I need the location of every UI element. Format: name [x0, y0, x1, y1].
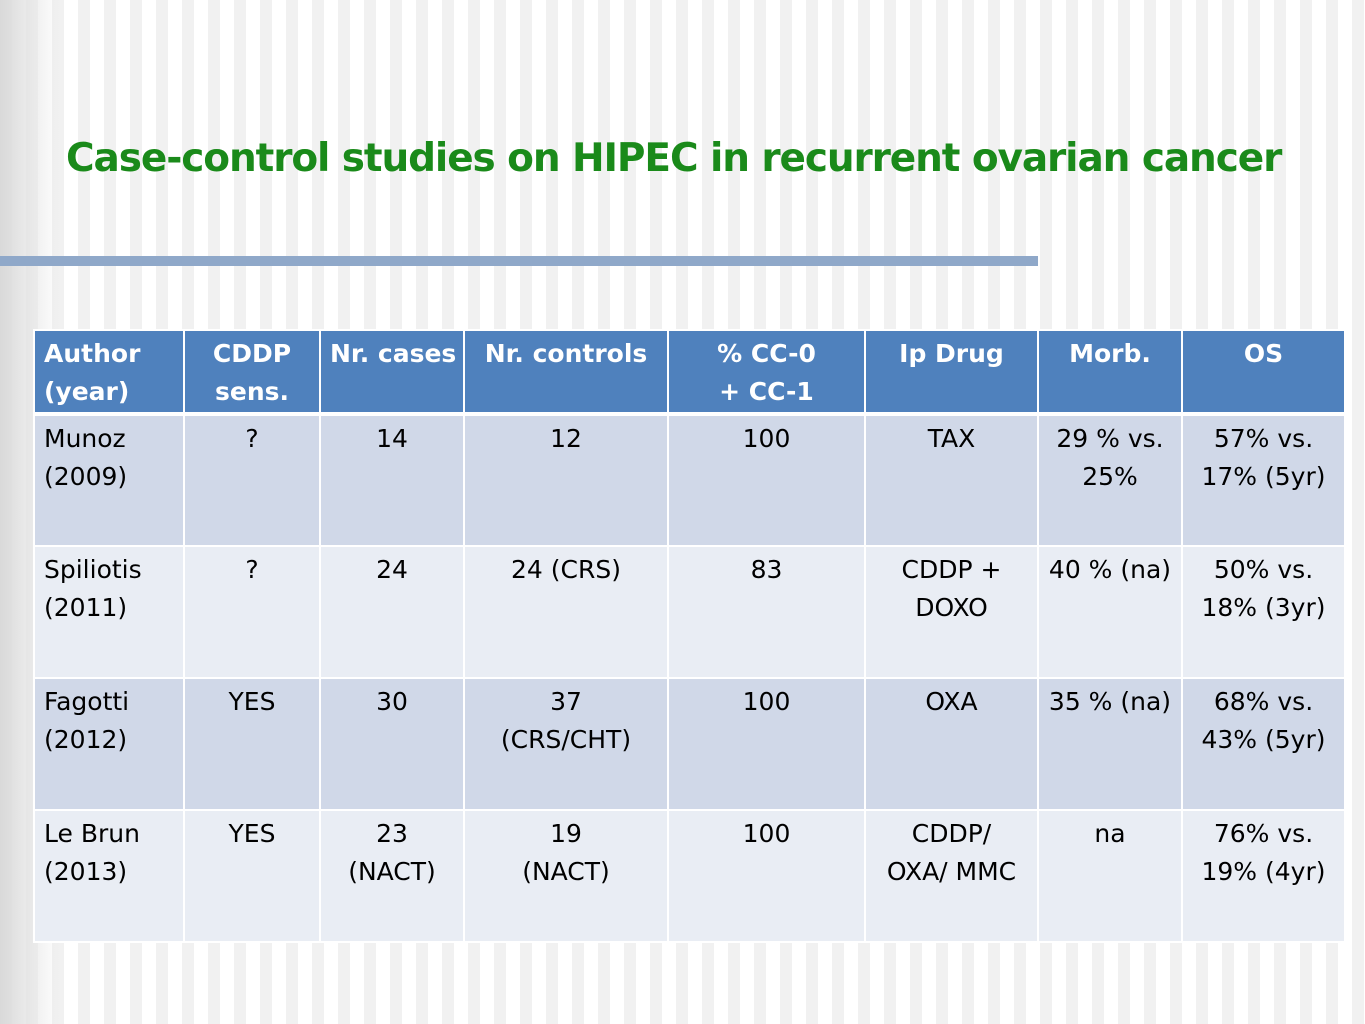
header-os: OS	[1181, 329, 1346, 416]
cell-os: 57% vs. 17% (5yr)	[1181, 413, 1346, 547]
cell-morb: 40 % (na)	[1037, 545, 1183, 679]
cell-cc: 100	[667, 677, 866, 811]
header-cc: % CC-0 + CC-1	[667, 329, 866, 416]
cell-nr-controls: 24 (CRS)	[463, 545, 669, 679]
cell-cddp-sens: ?	[183, 413, 321, 547]
cell-author: Le Brun (2013)	[33, 809, 185, 943]
cell-cc: 83	[667, 545, 866, 679]
cell-os: 68% vs. 43% (5yr)	[1181, 677, 1346, 811]
cell-morb: 35 % (na)	[1037, 677, 1183, 811]
table-row: Spiliotis (2011) ? 24 24 (CRS) 83 CDDP +…	[33, 545, 1346, 679]
cell-morb: 29 % vs. 25%	[1037, 413, 1183, 547]
table-row: Munoz (2009) ? 14 12 100 TAX 29 % vs. 25…	[33, 413, 1346, 547]
cell-cc: 100	[667, 413, 866, 547]
cell-nr-controls: 19 (NACT)	[463, 809, 669, 943]
cell-nr-controls: 37 (CRS/CHT)	[463, 677, 669, 811]
cell-author: Spiliotis (2011)	[33, 545, 185, 679]
title-divider	[0, 256, 1038, 266]
cell-os: 50% vs. 18% (3yr)	[1181, 545, 1346, 679]
cell-ip-drug: OXA	[864, 677, 1039, 811]
cell-nr-cases: 23 (NACT)	[319, 809, 465, 943]
cell-cc: 100	[667, 809, 866, 943]
table-row: Fagotti (2012) YES 30 37 (CRS/CHT) 100 O…	[33, 677, 1346, 811]
cell-author: Munoz (2009)	[33, 413, 185, 547]
table-header-row: Author (year) CDDP sens. Nr. cases Nr. c…	[33, 329, 1346, 416]
cell-nr-controls: 12	[463, 413, 669, 547]
header-ip-drug: Ip Drug	[864, 329, 1039, 416]
table-row: Le Brun (2013) YES 23 (NACT) 19 (NACT) 1…	[33, 809, 1346, 943]
header-nr-controls: Nr. controls	[463, 329, 669, 416]
cell-ip-drug: CDDP/ OXA/ MMC	[864, 809, 1039, 943]
cell-nr-cases: 30	[319, 677, 465, 811]
studies-table: Author (year) CDDP sens. Nr. cases Nr. c…	[33, 329, 1346, 943]
header-morb: Morb.	[1037, 329, 1183, 416]
cell-morb: na	[1037, 809, 1183, 943]
cell-cddp-sens: ?	[183, 545, 321, 679]
slide-title: Case-control studies on HIPEC in recurre…	[66, 136, 1282, 181]
header-nr-cases: Nr. cases	[319, 329, 465, 416]
cell-cddp-sens: YES	[183, 677, 321, 811]
header-cddp-sens: CDDP sens.	[183, 329, 321, 416]
cell-ip-drug: TAX	[864, 413, 1039, 547]
cell-nr-cases: 14	[319, 413, 465, 547]
cell-author: Fagotti (2012)	[33, 677, 185, 811]
cell-cddp-sens: YES	[183, 809, 321, 943]
cell-os: 76% vs. 19% (4yr)	[1181, 809, 1346, 943]
cell-nr-cases: 24	[319, 545, 465, 679]
cell-ip-drug: CDDP + DOXO	[864, 545, 1039, 679]
header-author: Author (year)	[33, 329, 185, 416]
